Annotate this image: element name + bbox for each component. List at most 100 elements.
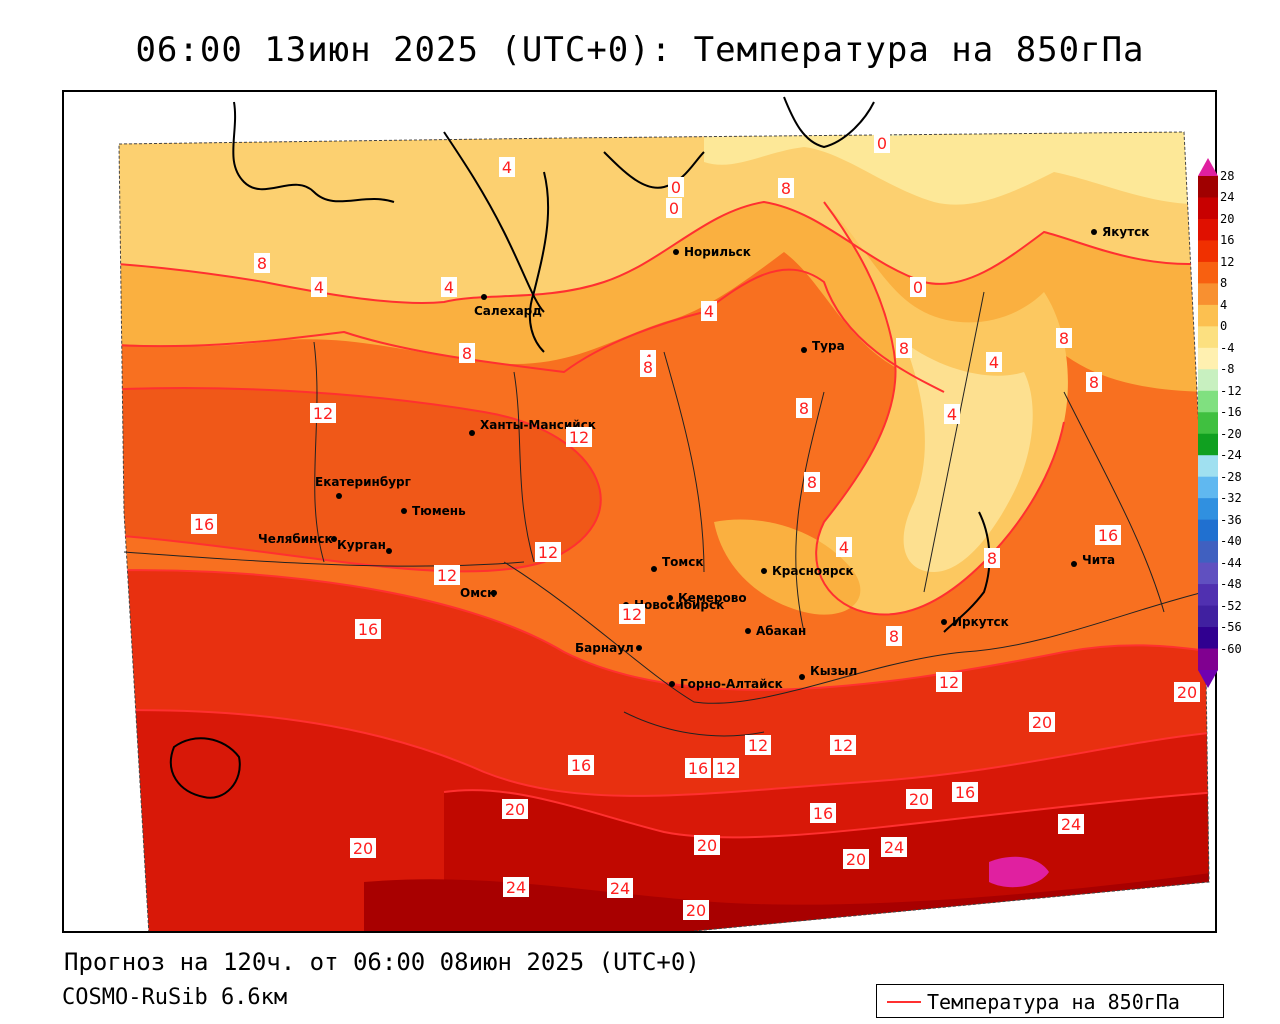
contour-label-bg <box>502 799 528 819</box>
contour-label: 4 <box>701 301 717 321</box>
contour-label-bg <box>355 619 381 639</box>
contour-label: 0 <box>666 198 682 218</box>
city-dot <box>491 590 497 596</box>
legend-line-swatch <box>887 1001 921 1003</box>
contour-label: 8 <box>886 626 902 646</box>
contour-label-bg <box>666 198 682 218</box>
contour-label-text: 24 <box>506 878 526 897</box>
city-dot <box>801 347 807 353</box>
contour-label-text: 16 <box>358 620 378 639</box>
contour-label-text: 4 <box>947 405 957 424</box>
contour-label-text: 0 <box>671 178 681 197</box>
contour-label-bg <box>906 789 932 809</box>
colorbar-tick-label: -40 <box>1220 534 1242 549</box>
city-dot <box>636 645 642 651</box>
colorbar-tick-label: -20 <box>1220 426 1242 441</box>
city-marker: Красноярск <box>761 564 854 578</box>
colorbar-swatch <box>1198 455 1218 478</box>
map-title: 06:00 13июн 2025 (UTC+0): Температура на… <box>135 30 1145 70</box>
contour-label: 4 <box>499 157 515 177</box>
contour-label: 4 <box>441 277 457 297</box>
contour-label-bg <box>745 735 771 755</box>
colorbar-tick-label: 24 <box>1220 190 1235 205</box>
contour-label-bg <box>499 157 515 177</box>
colorbar-swatch <box>1198 584 1218 607</box>
colorbar-swatch <box>1198 283 1218 306</box>
city-name: Иркутск <box>952 615 1009 629</box>
contour-label: 0 <box>874 133 890 153</box>
city-name: Тура <box>812 339 845 353</box>
colorbar-tick-label: -16 <box>1220 405 1242 420</box>
contour-label: 16 <box>568 755 594 775</box>
contour-label-bg <box>535 542 561 562</box>
contour-label-bg <box>944 404 960 424</box>
city-marker: Норильск <box>673 245 751 259</box>
city-marker: Тюмень <box>401 504 466 518</box>
contour-label-text: 20 <box>909 790 929 809</box>
contour-label: 12 <box>745 735 771 755</box>
legend: Температура на 850гПа <box>876 984 1224 1018</box>
city-marker: Якутск <box>1091 225 1149 239</box>
contour-label-text: 20 <box>1032 713 1052 732</box>
city-name: Абакан <box>756 624 806 638</box>
city-name: Екатеринбург <box>315 475 411 489</box>
contour-label-bg <box>1095 525 1121 545</box>
contour-label-text: 0 <box>669 199 679 218</box>
contour-label: 8 <box>1086 372 1102 392</box>
city-dot <box>469 430 475 436</box>
colorbar-tick-label: 8 <box>1220 276 1228 291</box>
contour-label-bg <box>1056 328 1072 348</box>
coastlines <box>169 96 991 799</box>
contour-label: 24 <box>503 877 529 897</box>
city-marker: Екатеринбург <box>315 475 411 499</box>
contour-label-text: 24 <box>610 879 630 898</box>
contour-label-bg <box>568 755 594 775</box>
contour-label-text: 8 <box>807 473 817 492</box>
contour-label-text: 4 <box>444 278 454 297</box>
contour-label: 20 <box>694 835 720 855</box>
contour-label-bg <box>566 427 592 447</box>
contour-label: 12 <box>310 403 336 423</box>
contour-label: 24 <box>607 878 633 898</box>
city-name: Барнаул <box>575 641 634 655</box>
city-dot <box>1091 229 1097 235</box>
contour-label-bg <box>640 357 656 377</box>
contour-label-bg <box>701 301 717 321</box>
contour-label: 8 <box>896 338 912 358</box>
colorbar-swatch <box>1198 240 1218 263</box>
city-dot <box>401 508 407 514</box>
colorbar-tick-label: 4 <box>1220 297 1228 312</box>
city-name: Кемерово <box>678 591 747 605</box>
city-dot <box>651 566 657 572</box>
contour-label-text: 16 <box>1098 526 1118 545</box>
contour-label: 16 <box>191 514 217 534</box>
colorbar-swatch <box>1198 326 1218 349</box>
contour-label-text: 8 <box>1059 329 1069 348</box>
city-marker: Салехард <box>474 294 542 318</box>
city-name: Омск <box>460 586 495 600</box>
contour-label-text: 16 <box>194 515 214 534</box>
contour-label-text: 8 <box>799 399 809 418</box>
colorbar-swatch <box>1198 369 1218 392</box>
contour-label-bg <box>936 672 962 692</box>
contour-label-text: 12 <box>833 736 853 755</box>
city-name: Красноярск <box>772 564 854 578</box>
city-dot <box>669 681 675 687</box>
contour-label-bg <box>503 877 529 897</box>
colorbar-swatch <box>1198 218 1218 241</box>
contour-label: 12 <box>619 604 645 624</box>
colorbar-tick-label: -56 <box>1220 620 1242 635</box>
colorbar-swatch <box>1198 541 1218 564</box>
colorbar-swatch <box>1198 562 1218 585</box>
contour-label-bg <box>810 803 836 823</box>
city-dot <box>336 493 342 499</box>
contour-label: 4 <box>836 537 852 557</box>
contour-label-text: 12 <box>716 759 736 778</box>
contour-label: 20 <box>1029 712 1055 732</box>
colorbar-swatch <box>1198 304 1218 327</box>
model-domain-outline <box>118 131 1210 931</box>
contour-label-text: 20 <box>1177 683 1197 702</box>
contour-label-bg <box>986 352 1002 372</box>
colorbar-tick-label: 16 <box>1220 233 1235 248</box>
city-name: Тюмень <box>412 504 466 518</box>
